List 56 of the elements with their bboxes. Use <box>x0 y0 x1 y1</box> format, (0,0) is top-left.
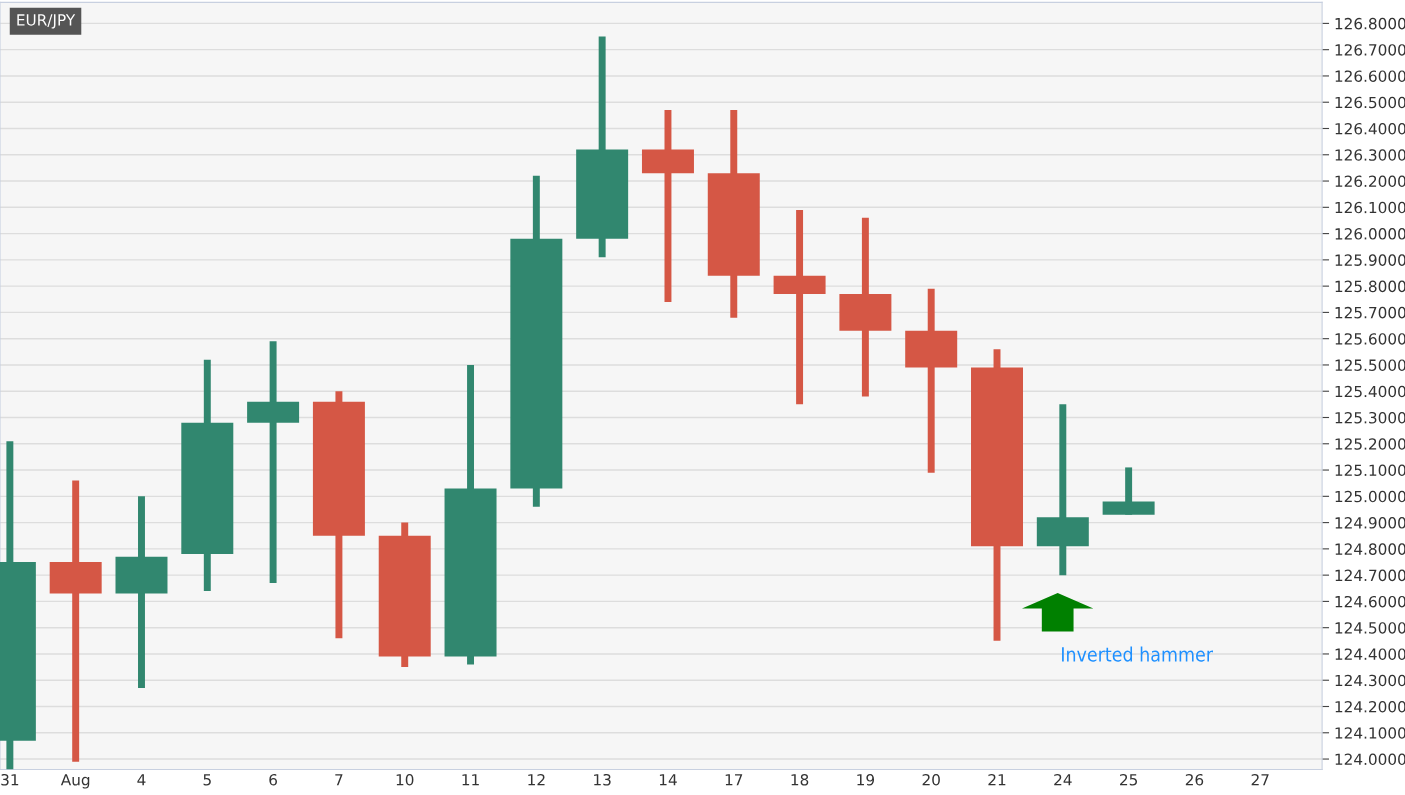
x-tick-label: 18 <box>791 774 809 786</box>
y-tick-label: 125.2000 <box>1335 438 1405 450</box>
y-tick-label: 124.1000 <box>1335 727 1405 739</box>
y-tick-label: 124.6000 <box>1335 595 1405 608</box>
y-tick-label: 124.4000 <box>1335 648 1405 660</box>
y-tick-label: 124.3000 <box>1335 674 1405 687</box>
y-tick-label: 125.4000 <box>1335 385 1405 398</box>
x-tick-label: 11 <box>462 774 479 786</box>
x-tick-label: Aug <box>60 774 90 789</box>
x-tick-label: 6 <box>269 774 278 786</box>
x-tick-label: 12 <box>528 774 545 786</box>
y-tick-label: 125.6000 <box>1335 333 1405 345</box>
x-tick-label: 31 <box>1 774 19 786</box>
candlestick <box>247 341 300 584</box>
x-tick-label: 26 <box>1185 774 1204 786</box>
x-tick-label: 13 <box>594 774 611 786</box>
y-tick-label: 126.5000 <box>1335 96 1405 109</box>
candlestick <box>49 480 102 762</box>
y-tick-label: 124.9000 <box>1335 517 1405 529</box>
y-tick-label: 124.0000 <box>1335 753 1405 766</box>
candlestick <box>773 209 826 405</box>
y-tick-label: 125.5000 <box>1335 359 1405 371</box>
text: EUR/JPY <box>17 14 76 29</box>
x-tick-label: 7 <box>335 774 343 786</box>
y-tick-label: 124.2000 <box>1335 700 1405 713</box>
y-tick-label: 126.0000 <box>1335 228 1405 240</box>
x-tick-label: 5 <box>203 774 211 786</box>
x-tick-label: 27 <box>1251 774 1269 786</box>
y-tick-label: 125.8000 <box>1335 280 1405 293</box>
y-tick-label: 126.3000 <box>1335 149 1405 161</box>
candlestick <box>1036 404 1089 576</box>
x-tick-label: 21 <box>988 774 1006 786</box>
y-tick-label: 125.7000 <box>1335 306 1405 319</box>
x-tick-label: 4 <box>137 774 146 786</box>
y-tick-label: 124.7000 <box>1335 569 1405 582</box>
x-tick-label: 24 <box>1054 774 1072 786</box>
x-tick-label: 17 <box>725 774 743 786</box>
y-tick-label: 126.2000 <box>1335 175 1405 188</box>
y-tick-label: 126.8000 <box>1335 17 1405 30</box>
y-tick-label: 126.7000 <box>1335 44 1405 56</box>
y-tick-label: 124.8000 <box>1335 543 1405 555</box>
x-tick-label: 25 <box>1120 774 1138 786</box>
y-tick-label: 126.4000 <box>1335 122 1405 135</box>
y-tick-label: 125.1000 <box>1335 464 1405 477</box>
annotation: Inverted hammer <box>1062 646 1214 662</box>
y-tick-label: 125.3000 <box>1335 411 1405 424</box>
x-tick-label: 20 <box>922 774 940 786</box>
y-tick-label: 124.5000 <box>1335 622 1405 634</box>
y-tick-label: 126.6000 <box>1335 70 1405 82</box>
x-tick-label: 14 <box>659 774 677 786</box>
y-tick-label: 125.0000 <box>1335 490 1405 503</box>
x-tick-label: 10 <box>396 774 414 786</box>
x-tick-label: 19 <box>857 774 875 786</box>
y-tick-label: 125.9000 <box>1335 254 1405 266</box>
y-tick-label: 126.1000 <box>1335 201 1405 214</box>
candlestick <box>641 110 694 302</box>
